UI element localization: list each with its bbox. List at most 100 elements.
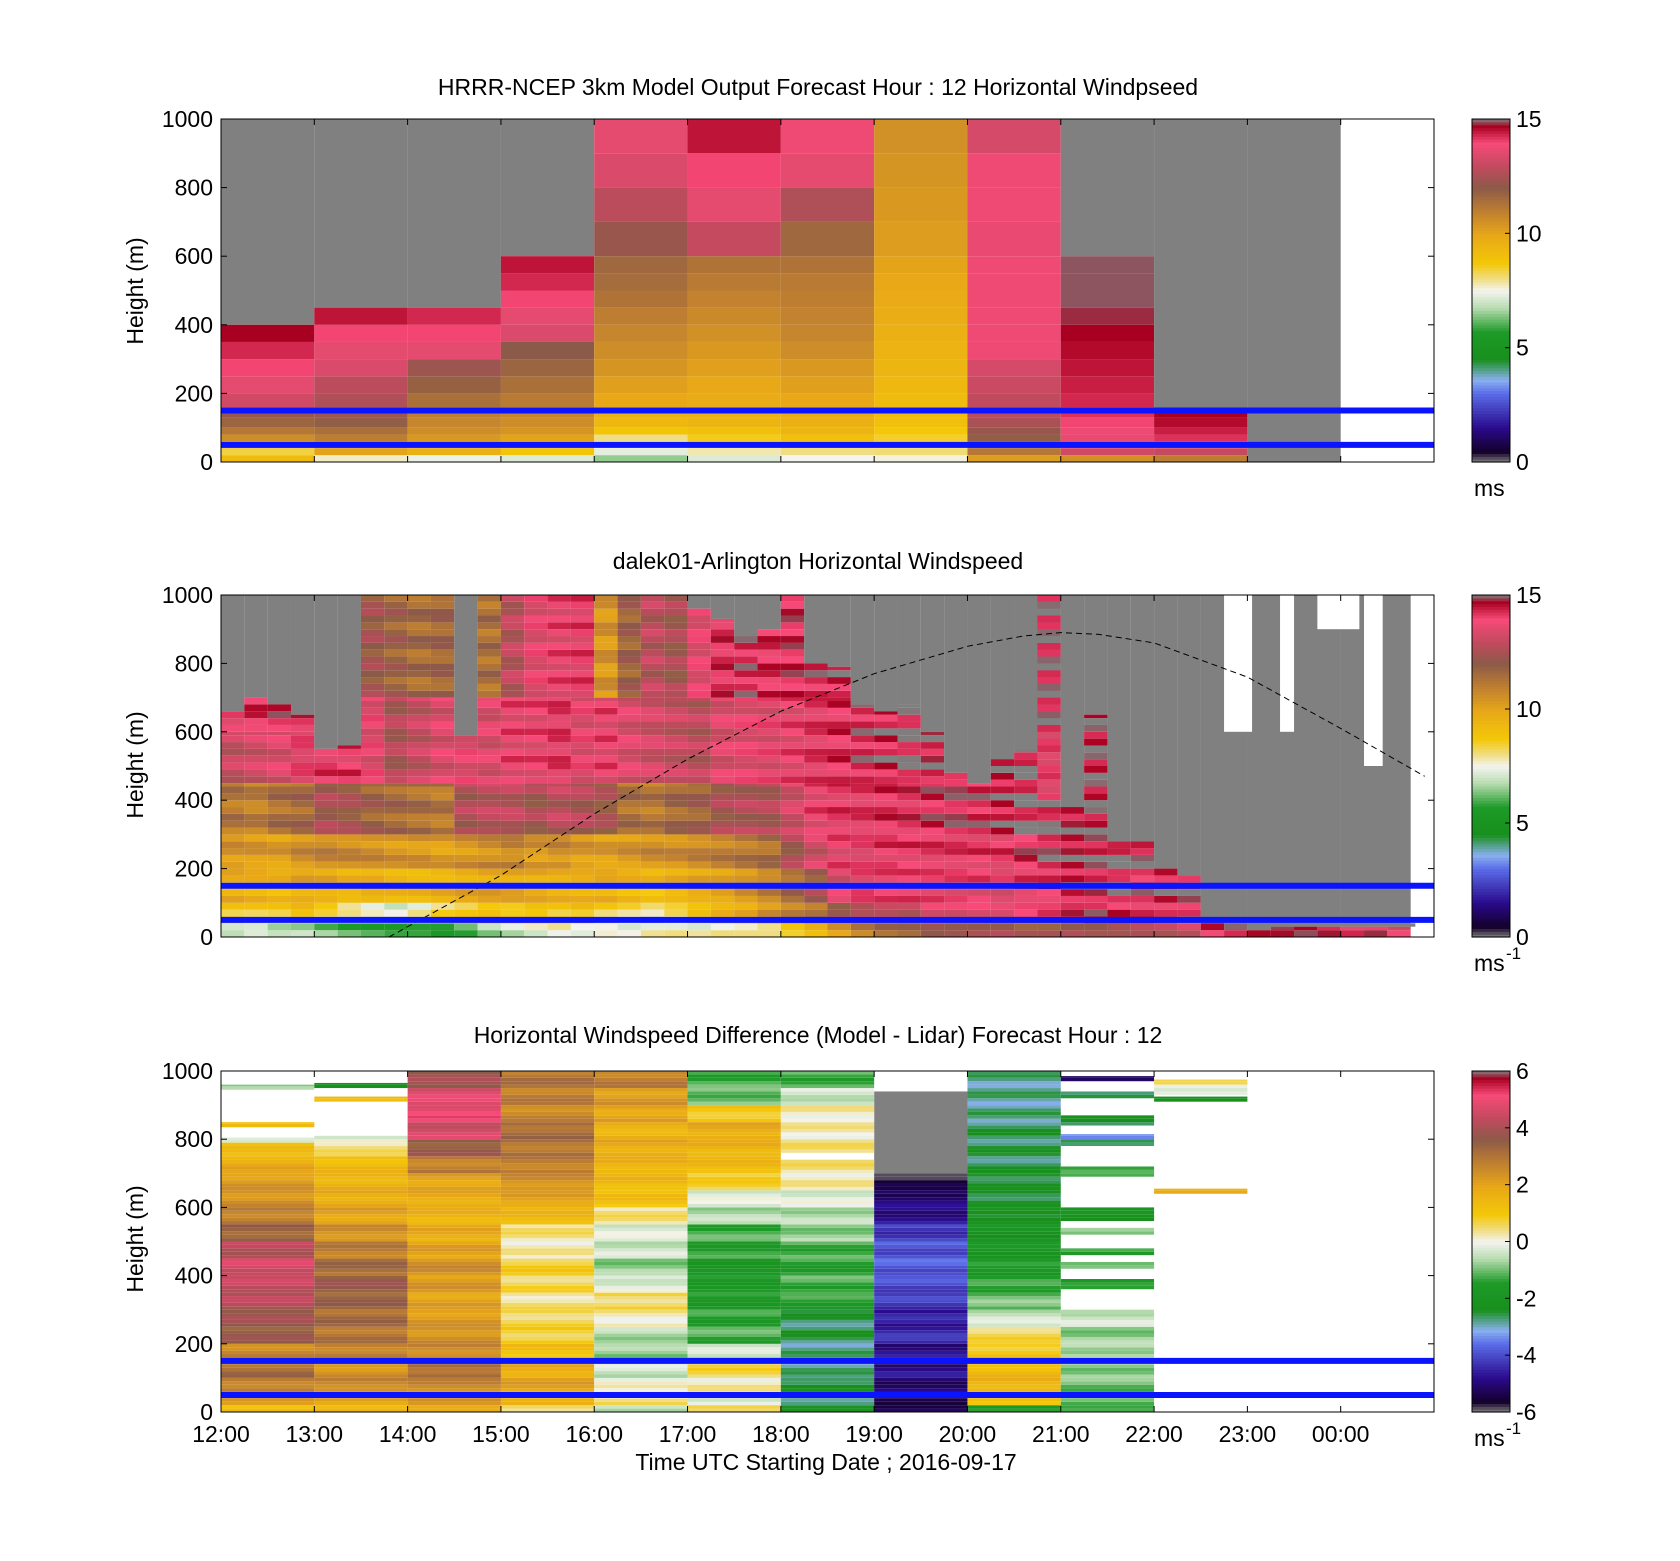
heatmap-cell (360, 909, 385, 917)
heatmap-cell (920, 735, 945, 743)
heatmap-cell (780, 393, 875, 408)
heatmap-cell (500, 1203, 595, 1208)
heatmap-cell (1037, 895, 1061, 903)
heatmap-cell (734, 776, 758, 784)
heatmap-cell (407, 1323, 501, 1327)
heatmap-cell (920, 731, 945, 736)
heatmap-cell (874, 1210, 968, 1215)
heatmap-cell (664, 728, 688, 736)
colorbar-tick-label: -4 (1516, 1342, 1537, 1368)
y-tick-label: 400 (175, 1263, 213, 1289)
heatmap-cell (477, 786, 501, 794)
heatmap-cell (780, 868, 805, 876)
heatmap-cell (1037, 595, 1061, 602)
heatmap-cell (1060, 324, 1155, 342)
heatmap-cell (384, 697, 408, 702)
heatmap-cell (314, 1186, 408, 1191)
heatmap-cell (221, 1224, 315, 1228)
heatmap-cell (687, 923, 711, 931)
heatmap-cell (384, 677, 408, 684)
heatmap-cell (897, 923, 921, 931)
heatmap-cell (897, 800, 921, 808)
heatmap-cell (967, 1302, 1061, 1307)
heatmap-cell (221, 1401, 315, 1406)
heatmap-cell (430, 697, 455, 702)
heatmap-cell (430, 677, 455, 684)
heatmap-cell (500, 622, 525, 630)
heatmap-cell (1084, 930, 1108, 937)
colorbar-segment (1472, 396, 1510, 400)
panel-title: HRRR-NCEP 3km Model Output Forecast Hour… (438, 74, 1198, 100)
heatmap-cell (1107, 841, 1131, 849)
heatmap-cell (407, 1203, 501, 1208)
heatmap-cell (407, 1268, 501, 1273)
heatmap-cell (827, 800, 851, 808)
heatmap-cell (524, 841, 548, 849)
heatmap-cell (734, 656, 758, 664)
heatmap-cell (407, 690, 431, 698)
colorbar-segment (1472, 1161, 1510, 1166)
heatmap-cell (594, 1227, 688, 1232)
heatmap-cell (874, 889, 898, 896)
heatmap-cell (430, 854, 455, 862)
heatmap-cell (1037, 677, 1061, 684)
heatmap-cell (454, 800, 478, 808)
heatmap-cell (967, 1186, 1061, 1191)
heatmap-cell (734, 707, 758, 715)
heatmap-cell (780, 1074, 875, 1078)
colorbar-segment (1472, 808, 1510, 813)
missing-data-cell (944, 595, 968, 773)
heatmap-cell (1084, 889, 1108, 896)
heatmap-cell (290, 868, 315, 876)
heatmap-cell (640, 622, 665, 630)
heatmap-cell (874, 714, 898, 722)
heatmap-cell (290, 889, 315, 896)
colorbar-tick-label: 10 (1516, 220, 1542, 246)
colorbar-segment (1472, 774, 1510, 778)
heatmap-cell (244, 854, 268, 862)
colorbar-segment (1472, 1318, 1510, 1322)
heatmap-cell (384, 793, 408, 801)
heatmap-cell (314, 1275, 408, 1280)
heatmap-cell (221, 324, 315, 342)
heatmap-cell (990, 759, 1015, 766)
heatmap-cell (594, 1258, 688, 1262)
heatmap-cell (967, 1115, 1061, 1119)
heatmap-cell (477, 861, 501, 869)
heatmap-cell (594, 670, 618, 678)
heatmap-cell (617, 827, 641, 835)
heatmap-cell (594, 1084, 688, 1089)
heatmap-cell (407, 1227, 501, 1232)
heatmap-cell (687, 1077, 781, 1082)
heatmap-cell (360, 656, 385, 664)
heatmap-cell (1060, 1401, 1155, 1406)
heatmap-cell (314, 1285, 408, 1290)
heatmap-cell (594, 1091, 688, 1095)
heatmap-cell (780, 1302, 875, 1307)
heatmap-cell (780, 776, 805, 784)
heatmap-cell (314, 930, 338, 937)
heatmap-cell (687, 1159, 781, 1164)
heatmap-cell (687, 1326, 781, 1331)
colorbar-segment (1472, 370, 1510, 374)
heatmap-cell (967, 434, 1061, 442)
heatmap-cell (920, 923, 945, 931)
heatmap-cell (570, 642, 595, 650)
heatmap-cell (594, 697, 618, 702)
heatmap-cell (780, 1118, 875, 1123)
heatmap-cell (640, 807, 665, 814)
heatmap-cell (1364, 926, 1388, 931)
heatmap-cell (407, 1384, 501, 1389)
heatmap-cell (314, 1166, 408, 1170)
heatmap-cell (967, 1333, 1061, 1337)
heatmap-cell (267, 718, 291, 725)
heatmap-cell (337, 745, 361, 749)
heatmap-cell (314, 1268, 408, 1273)
heatmap-cell (687, 608, 711, 616)
colorbar-segment (1472, 347, 1510, 352)
heatmap-cell (430, 889, 455, 896)
heatmap-cell (687, 1156, 781, 1160)
heatmap-cell (1084, 766, 1108, 773)
heatmap-cell (407, 1309, 501, 1314)
no-data-cell (1317, 595, 1360, 630)
